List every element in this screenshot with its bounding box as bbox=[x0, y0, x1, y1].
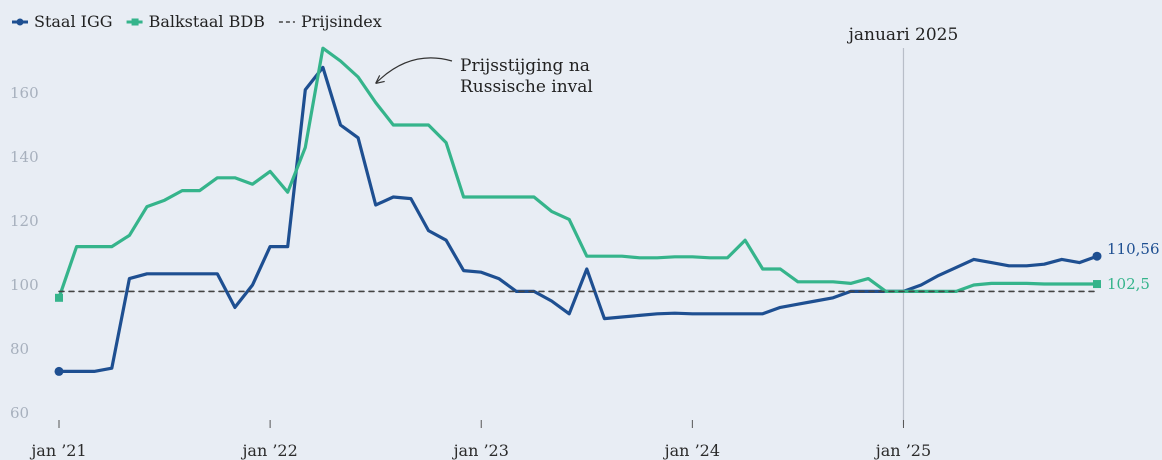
x-tick-label: jan ’25 bbox=[874, 441, 931, 460]
x-axis: jan ’21 jan ’22 jan ’23 jan ’24 jan ’25 bbox=[29, 420, 931, 460]
y-tick-label: 100 bbox=[10, 276, 39, 294]
y-tick-label: 160 bbox=[10, 84, 39, 102]
end-labels: 110,56 102,5 bbox=[1107, 240, 1160, 293]
legend: Staal IGG Balkstaal BDB Prijsindex bbox=[12, 12, 382, 31]
x-tick-label: jan ’24 bbox=[663, 441, 720, 460]
legend-label: Balkstaal BDB bbox=[149, 12, 265, 31]
reference-line-group: januari 2025 bbox=[847, 25, 959, 425]
y-tick-label: 140 bbox=[10, 148, 39, 166]
series-start-marker bbox=[54, 366, 64, 376]
annotation-text-line: Prijsstijging na bbox=[460, 56, 590, 76]
series-end-marker bbox=[1093, 280, 1101, 289]
reference-line-label: januari 2025 bbox=[847, 25, 959, 45]
legend-label: Staal IGG bbox=[34, 12, 113, 31]
annotation-arrowhead bbox=[375, 75, 385, 84]
annotation-text-line: Russische inval bbox=[460, 77, 593, 97]
series-markers bbox=[54, 251, 1102, 376]
series-end-label: 110,56 bbox=[1107, 240, 1160, 258]
annotation-arrow bbox=[375, 57, 453, 84]
legend-swatch-marker bbox=[16, 18, 24, 26]
series-lines bbox=[57, 46, 1099, 373]
series-start-marker bbox=[55, 293, 63, 302]
x-tick-label: jan ’23 bbox=[452, 441, 509, 460]
series-end-marker bbox=[1092, 251, 1102, 261]
legend-label: Prijsindex bbox=[301, 12, 382, 31]
y-tick-label: 60 bbox=[10, 404, 29, 422]
x-tick-label: jan ’22 bbox=[240, 441, 297, 460]
x-tick-label: jan ’21 bbox=[29, 441, 86, 460]
y-tick-label: 80 bbox=[10, 340, 29, 358]
y-tick-label: 120 bbox=[10, 212, 39, 230]
y-axis: 60 80 100 120 140 160 bbox=[10, 84, 39, 422]
series-end-label: 102,5 bbox=[1107, 275, 1150, 293]
series-line-1 bbox=[57, 65, 1099, 373]
legend-swatch-marker bbox=[131, 18, 139, 26]
